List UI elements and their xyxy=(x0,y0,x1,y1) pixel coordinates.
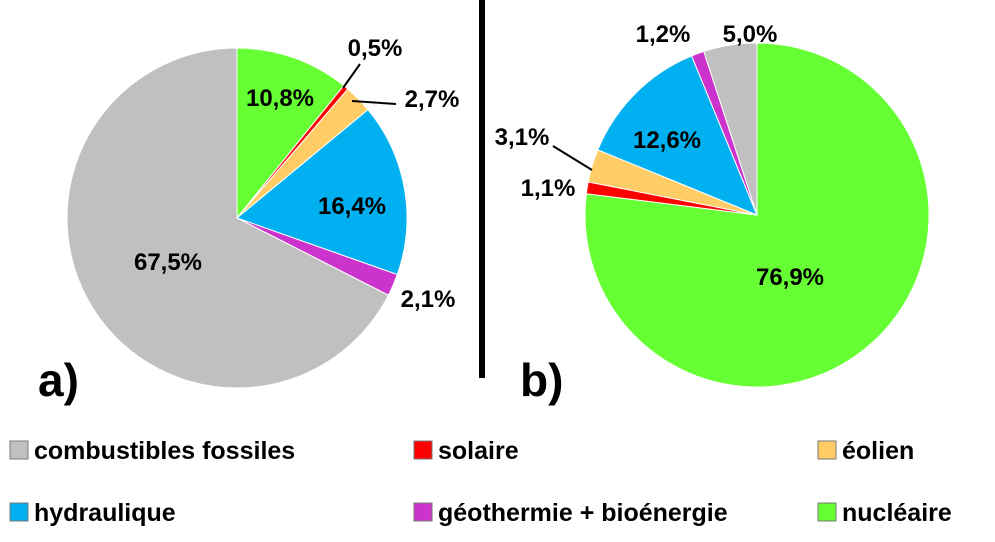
legend-item-nucleaire: nucléaire xyxy=(817,499,952,527)
pie-a-slice-combustibles-fossiles xyxy=(66,47,390,389)
pie-b-slice-combustibles-fossiles xyxy=(703,42,758,216)
pie-b-slice-hydraulique xyxy=(597,55,758,216)
pie-b-data-label-combustibles-fossiles: 5,0% xyxy=(723,21,778,48)
pie-b-data-label-geothermie-bioenergie: 1,2% xyxy=(636,21,691,48)
pie-b-data-label-nucleaire: 76,9% xyxy=(756,264,824,291)
pie-b-leader-eolien xyxy=(552,145,593,171)
pie-a-data-label-geothermie-bioenergie: 2,1% xyxy=(401,286,456,313)
legend-swatch-hydraulique xyxy=(9,502,29,522)
pie-a-data-label-combustibles-fossiles: 67,5% xyxy=(134,249,202,276)
legend-label-eolien: éolien xyxy=(842,437,914,465)
legend-item-solaire: solaire xyxy=(413,437,519,465)
legend: combustibles fossiles solaire éolien hyd… xyxy=(9,437,952,527)
legend-swatch-geothermie xyxy=(413,502,433,522)
pie-a-data-label-nucleaire: 10,8% xyxy=(246,85,314,112)
legend-label-hydraulique: hydraulique xyxy=(34,499,176,527)
legend-swatch-eolien xyxy=(817,440,837,460)
panel-label-a: a) xyxy=(38,354,79,406)
pie-a-leader-eolien xyxy=(351,100,397,105)
legend-label-nucleaire: nucléaire xyxy=(842,499,952,527)
legend-swatch-nucleaire xyxy=(817,502,837,522)
pie-a-slice-hydraulique xyxy=(236,108,408,276)
pie-a-slice-nucleaire xyxy=(236,47,345,220)
legend-swatch-fossiles xyxy=(9,440,29,460)
legend-item-hydraulique: hydraulique xyxy=(9,499,176,527)
legend-item-fossiles: combustibles fossiles xyxy=(9,437,295,465)
legend-swatch-solaire xyxy=(413,440,433,460)
pie-a-data-label-hydraulique: 16,4% xyxy=(318,193,386,220)
legend-item-geothermie: géothermie + bioénergie xyxy=(413,499,728,527)
pie-a-data-label-eolien: 2,7% xyxy=(405,86,460,113)
legend-item-eolien: éolien xyxy=(817,437,914,465)
pie-a-leader-solaire xyxy=(342,63,361,89)
pie-b-data-label-hydraulique: 12,6% xyxy=(633,127,701,154)
pie-chart-b: 76,9% 1,1% 3,1% 12,6% 1,2% 5,0% xyxy=(495,21,930,388)
legend-label-fossiles: combustibles fossiles xyxy=(34,437,295,465)
pie-chart-a: 10,8% 0,5%2,7% 16,4% 2,1% 67,5% xyxy=(66,35,460,389)
legend-label-geothermie: géothermie + bioénergie xyxy=(438,499,728,527)
pie-b-data-label-eolien: 3,1% xyxy=(495,124,550,151)
pie-a-data-label-solaire: 0,5% xyxy=(348,35,403,62)
panel-label-b: b) xyxy=(520,354,563,406)
pie-b-data-label-solaire: 1,1% xyxy=(521,175,576,202)
legend-label-solaire: solaire xyxy=(438,437,519,465)
